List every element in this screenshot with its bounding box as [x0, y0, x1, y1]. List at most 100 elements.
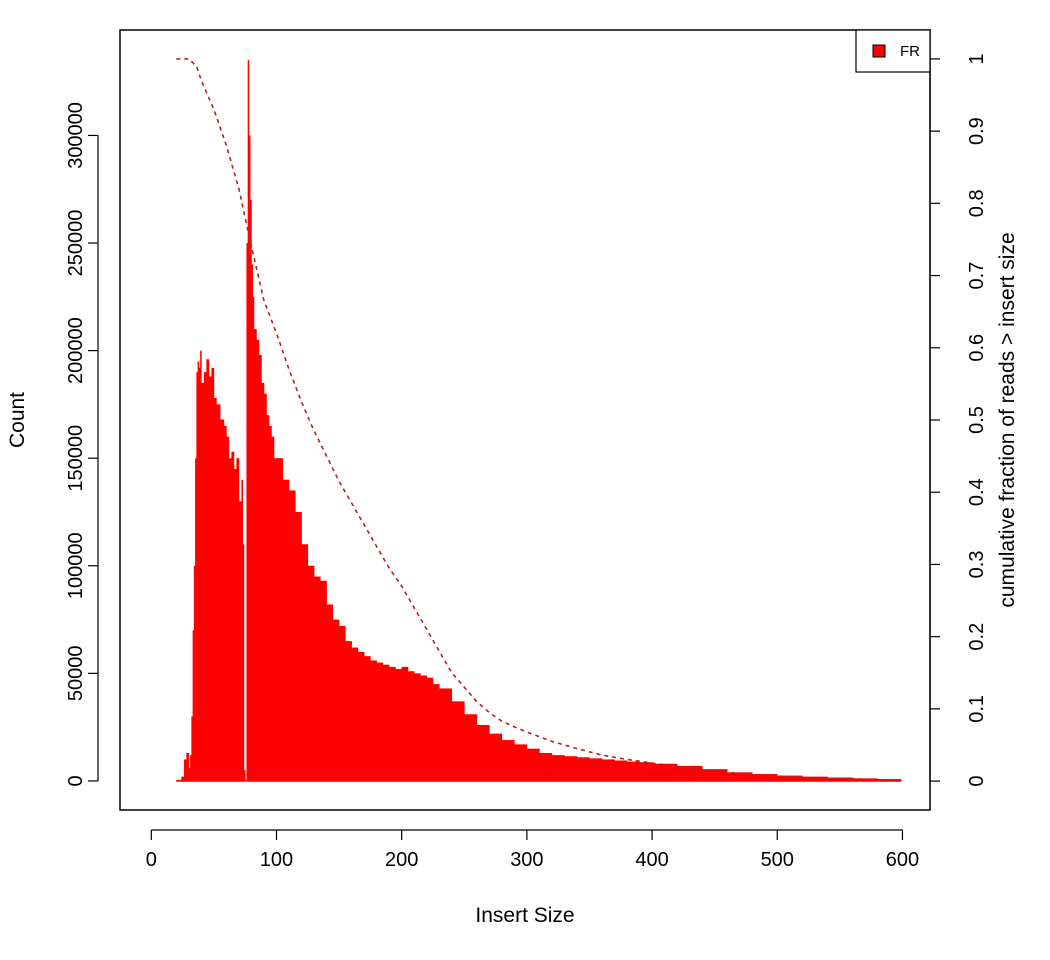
histogram-bar	[551, 755, 565, 781]
histogram-bar	[357, 651, 365, 781]
histogram-bar	[852, 778, 878, 781]
histogram-bar	[258, 354, 262, 781]
y-tick-label: 0	[65, 775, 87, 786]
histogram-bar	[226, 436, 230, 781]
histogram-bar	[252, 296, 255, 781]
histogram-bar	[248, 135, 251, 781]
histogram-bar	[307, 565, 315, 781]
histogram-bar	[539, 752, 553, 781]
histogram-bar	[301, 544, 309, 781]
histogram-bar	[216, 404, 221, 781]
y2-tick-label: 1	[966, 53, 988, 64]
histogram-bar	[206, 359, 210, 781]
histogram-bar	[295, 511, 302, 781]
histogram-bar	[193, 565, 196, 781]
histogram-bar	[332, 619, 340, 781]
histogram-bar	[464, 714, 478, 781]
histogram-bar	[200, 350, 202, 781]
histogram-bar	[351, 647, 359, 781]
histogram-bar	[261, 382, 265, 781]
histogram-bar	[501, 740, 515, 781]
x-tick-label: 100	[260, 849, 293, 871]
histogram-bar	[370, 660, 377, 781]
histogram-bar	[289, 490, 296, 781]
histogram-bar	[827, 777, 853, 781]
y2-tick-label: 0.1	[966, 695, 988, 723]
x-tick-label: 200	[385, 849, 418, 871]
x-axis-title: Insert Size	[475, 904, 574, 927]
y-tick-label: 200000	[65, 317, 87, 384]
histogram-bar	[188, 768, 191, 781]
histogram-bar	[276, 458, 284, 781]
histogram-bar	[242, 544, 245, 781]
histogram-bar	[197, 361, 200, 781]
y2-tick-label: 0.7	[966, 262, 988, 290]
histogram-bar	[414, 673, 421, 781]
histogram-bar	[256, 339, 260, 781]
x-tick-label: 300	[510, 849, 543, 871]
y-tick-label: 150000	[65, 425, 87, 492]
histogram-bar	[389, 666, 396, 781]
histogram-bar	[432, 684, 440, 781]
histogram-bar	[273, 458, 277, 781]
histogram-bar	[639, 762, 653, 781]
histogram-bar	[208, 376, 212, 781]
histogram-bar	[231, 451, 235, 781]
histogram-bar	[241, 479, 243, 781]
legend-label-fr: FR	[900, 43, 920, 60]
histogram-bar	[877, 779, 901, 781]
y2-axis-title: cumulative fraction of reads > insert si…	[996, 232, 1019, 607]
histogram-bar	[727, 772, 753, 781]
histogram-bar	[677, 765, 703, 781]
y2-tick-label: 0	[966, 776, 988, 787]
histogram-bar	[339, 626, 346, 781]
histogram-bar	[451, 701, 465, 781]
y-tick-label: 300000	[65, 102, 87, 169]
histogram-bar	[243, 770, 246, 781]
histogram-bar	[220, 419, 225, 781]
y2-tick-label: 0.6	[966, 334, 988, 362]
histogram-bar	[514, 744, 528, 781]
histogram-bar	[253, 329, 257, 781]
histogram-bar	[201, 382, 205, 781]
x-tick-label: 0	[146, 849, 157, 871]
histogram-bar	[186, 752, 190, 781]
histogram-bar	[899, 779, 902, 781]
cumulative-layer	[176, 58, 901, 782]
cumulative-line	[176, 58, 901, 782]
histogram-bar	[263, 393, 267, 781]
histogram-bar	[282, 479, 290, 781]
y2-tick-label: 0.4	[966, 478, 988, 506]
histogram-bar	[314, 576, 321, 781]
histogram-bar	[614, 760, 628, 781]
histogram-bar	[526, 748, 540, 781]
histogram-bar	[426, 677, 434, 781]
histogram-bar	[271, 436, 275, 781]
histogram-bar	[211, 367, 215, 781]
x-tick-label: 500	[761, 849, 794, 871]
histogram-bar	[236, 458, 240, 781]
histogram-bar	[627, 761, 640, 781]
y2-tick-label: 0.9	[966, 117, 988, 145]
histogram-bar	[376, 662, 384, 781]
histogram-bar	[268, 425, 272, 781]
histogram-bar	[345, 641, 352, 781]
histogram-bar	[195, 458, 197, 781]
y-axis-right: 0 0.1 0.2 0.3 0.4 0.5 0.6 0.7 0.8 0.9 1	[929, 53, 988, 787]
histogram-bar	[652, 763, 678, 781]
legend-box	[855, 29, 931, 73]
histogram-bar	[196, 372, 198, 781]
y-tick-label: 100000	[65, 532, 87, 599]
histogram-bar	[233, 468, 237, 781]
histogram-bar	[192, 630, 195, 781]
x-tick-label: 600	[886, 849, 919, 871]
histogram-bar	[190, 755, 192, 781]
legend-swatch-fr	[872, 44, 886, 58]
histogram-bar	[223, 425, 227, 781]
histogram-bar	[250, 199, 252, 781]
histogram-bar	[407, 671, 415, 781]
histogram-bar	[183, 759, 187, 781]
histogram-bar	[476, 725, 490, 781]
histogram-bar	[198, 367, 201, 781]
histogram-bar	[752, 774, 778, 781]
